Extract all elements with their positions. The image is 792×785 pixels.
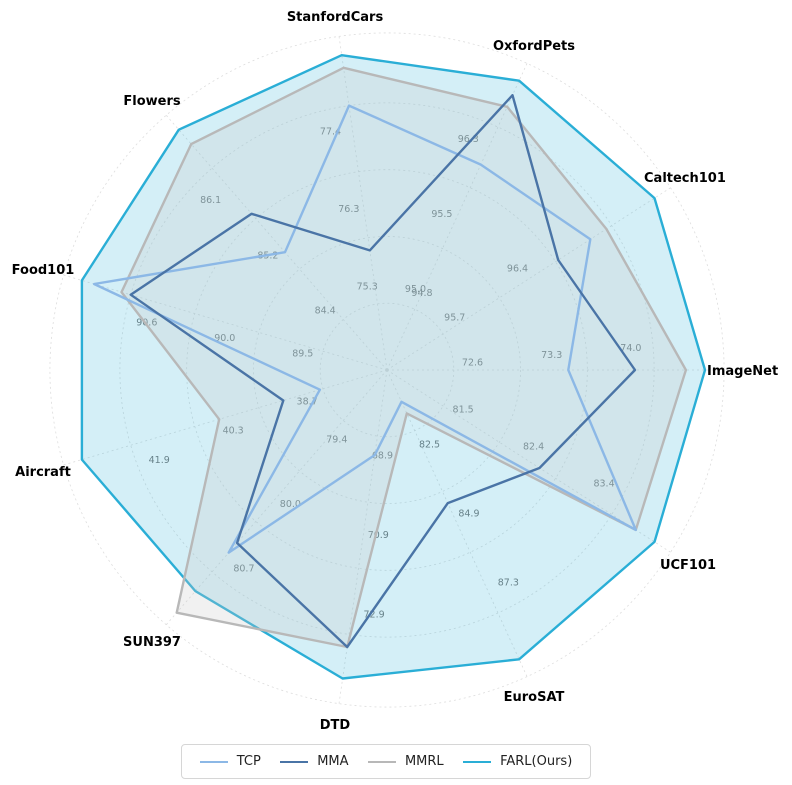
grid-ring [49,32,725,708]
tick-label: 95.0 [405,284,426,295]
tick-label: 80.7 [233,564,254,575]
axis-label-sun397: SUN397 [123,635,181,650]
axis-label-eurosat: EuroSAT [504,690,565,705]
tick-label: 80.0 [280,499,301,510]
tick-label: 81.5 [453,405,474,416]
tick-label: 90.0 [214,333,235,344]
tick-label: 40.3 [223,426,244,437]
tick-label: 72.6 [462,357,483,368]
tick-labels: 72.6 73.3 74.0 95.7 96.4 95.0 95.5 96.3 75.3 76.3… [136,127,641,621]
tick-label: 90.6 [136,317,157,328]
legend-swatch [199,760,228,763]
legend-label: TCP [236,754,261,769]
grid-spoke [165,369,388,626]
axis-label-caltech101: Caltech101 [644,171,726,186]
axis-label-food101: Food101 [12,263,75,278]
legend-item: MMA [280,754,349,769]
tick-label: 89.5 [292,348,313,359]
legend-item: FARL(Ours) [463,754,572,769]
legend-swatch [280,760,309,763]
legend-label: FARL(Ours) [500,754,573,769]
grid-spoke [63,369,388,466]
tick-label: 82.5 [419,440,440,451]
grid-spoke [165,114,388,371]
tick-label: 38.7 [297,396,318,407]
tick-label: 87.3 [498,578,519,589]
grid-spoke [386,369,528,677]
tick-label: 74.0 [620,343,641,354]
tick-label: 75.3 [357,281,378,292]
legend: TCP MMA MMRL FARL(Ours) [181,744,591,779]
tick-label: 72.9 [363,610,384,621]
axis-label-dtd: DTD [320,718,351,733]
tick-label: 84.9 [458,509,479,520]
grid-spoke [63,274,388,371]
tick-label: 95.5 [431,209,452,220]
legend-item: MMRL [367,754,444,769]
series-tcp [92,104,637,554]
axis-label-aircraft: Aircraft [15,465,71,480]
tick-label: 77.4 [320,127,341,138]
tick-label: 95.7 [444,312,465,323]
tick-label: 41.9 [149,455,170,466]
grid-spoke [338,36,388,371]
axis-label-stanfordcars: StanfordCars [287,10,384,25]
legend-label: MMRL [404,754,444,769]
grid-spoke [386,63,528,371]
grid-spoke [386,187,671,371]
grid-ring [253,236,521,504]
tick-label: 76.3 [338,204,359,215]
legend-label: MMA [317,754,349,769]
axis-label-oxfordpets: OxfordPets [493,39,575,54]
legend-item: TCP [199,754,261,769]
series-layer [80,54,707,680]
series-mma [129,93,637,649]
tick-label: 96.3 [458,134,479,145]
tick-label: 94.8 [411,288,432,299]
axis-label-ucf101: UCF101 [660,558,716,573]
radar-grid [49,32,725,708]
tick-label: 83.4 [593,478,614,489]
tick-label: 68.9 [372,451,393,462]
tick-label: 70.9 [368,530,389,541]
tick-label: 73.3 [541,350,562,361]
tick-label: 96.4 [507,263,528,274]
axis-labels: ImageNet Caltech101 OxfordPets StanfordCars… [12,10,779,733]
legend-swatch [367,760,396,763]
axis-label-imagenet: ImageNet [707,364,778,379]
axis-label-flowers: Flowers [123,94,181,109]
legend-swatch [463,760,492,763]
tick-label: 79.4 [326,435,347,446]
tick-label: 82.4 [523,442,544,453]
tick-label: 86.1 [200,195,221,206]
grid-ring [119,102,655,638]
tick-label: 84.4 [315,305,336,316]
